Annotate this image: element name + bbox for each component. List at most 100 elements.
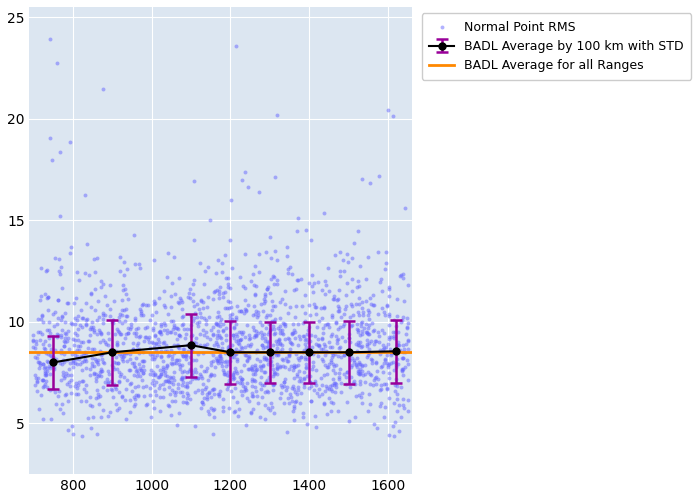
Normal Point RMS <box>230 350 241 358</box>
Normal Point RMS <box>115 253 126 261</box>
Normal Point RMS <box>169 368 180 376</box>
Normal Point RMS <box>288 404 300 412</box>
Normal Point RMS <box>320 342 331 349</box>
Normal Point RMS <box>154 381 165 389</box>
Normal Point RMS <box>169 397 180 405</box>
Normal Point RMS <box>305 330 316 338</box>
Normal Point RMS <box>374 350 385 358</box>
Normal Point RMS <box>197 326 209 334</box>
Normal Point RMS <box>293 341 304 349</box>
Normal Point RMS <box>188 290 199 298</box>
Normal Point RMS <box>251 328 262 336</box>
Normal Point RMS <box>276 342 288 349</box>
Normal Point RMS <box>104 282 116 290</box>
Normal Point RMS <box>125 408 136 416</box>
Normal Point RMS <box>89 285 100 293</box>
Normal Point RMS <box>315 374 326 382</box>
Normal Point RMS <box>158 365 169 373</box>
Normal Point RMS <box>112 324 123 332</box>
Normal Point RMS <box>203 314 214 322</box>
Normal Point RMS <box>148 343 160 351</box>
Normal Point RMS <box>353 228 364 235</box>
Normal Point RMS <box>389 334 400 342</box>
Normal Point RMS <box>246 277 257 285</box>
Normal Point RMS <box>113 376 124 384</box>
Normal Point RMS <box>155 370 167 378</box>
Normal Point RMS <box>177 352 188 360</box>
Normal Point RMS <box>205 326 216 334</box>
Normal Point RMS <box>265 358 276 366</box>
Normal Point RMS <box>389 418 400 426</box>
Normal Point RMS <box>394 272 405 280</box>
Normal Point RMS <box>300 317 311 325</box>
Normal Point RMS <box>105 376 116 384</box>
Normal Point RMS <box>85 331 96 339</box>
Normal Point RMS <box>262 386 273 394</box>
Normal Point RMS <box>265 356 276 364</box>
Normal Point RMS <box>230 337 241 345</box>
Normal Point RMS <box>232 369 243 377</box>
Normal Point RMS <box>243 365 254 373</box>
Normal Point RMS <box>97 358 108 366</box>
Normal Point RMS <box>364 400 375 407</box>
Normal Point RMS <box>117 394 128 402</box>
Normal Point RMS <box>63 397 74 405</box>
Normal Point RMS <box>355 392 366 400</box>
Normal Point RMS <box>346 364 357 372</box>
Normal Point RMS <box>274 326 286 334</box>
Normal Point RMS <box>222 372 233 380</box>
Normal Point RMS <box>84 372 95 380</box>
Normal Point RMS <box>138 366 149 374</box>
Normal Point RMS <box>387 348 398 356</box>
Normal Point RMS <box>37 382 48 390</box>
Normal Point RMS <box>369 420 380 428</box>
Normal Point RMS <box>323 286 335 294</box>
Normal Point RMS <box>160 377 172 385</box>
Normal Point RMS <box>192 386 203 394</box>
Normal Point RMS <box>383 310 394 318</box>
Normal Point RMS <box>326 385 337 393</box>
Normal Point RMS <box>231 378 242 386</box>
Normal Point RMS <box>99 338 111 345</box>
Normal Point RMS <box>62 370 73 378</box>
Normal Point RMS <box>368 327 379 335</box>
Normal Point RMS <box>241 394 253 402</box>
Normal Point RMS <box>286 398 297 406</box>
Normal Point RMS <box>265 349 276 357</box>
Normal Point RMS <box>347 354 358 362</box>
Normal Point RMS <box>250 331 261 339</box>
Normal Point RMS <box>354 370 365 378</box>
Normal Point RMS <box>273 335 284 343</box>
Normal Point RMS <box>190 374 201 382</box>
Normal Point RMS <box>341 279 352 287</box>
Normal Point RMS <box>77 338 88 346</box>
Normal Point RMS <box>232 336 244 344</box>
Normal Point RMS <box>384 430 395 438</box>
Normal Point RMS <box>279 376 290 384</box>
Normal Point RMS <box>309 279 320 287</box>
Normal Point RMS <box>229 324 240 332</box>
Normal Point RMS <box>215 354 226 362</box>
Normal Point RMS <box>333 304 344 312</box>
Normal Point RMS <box>354 370 365 378</box>
Normal Point RMS <box>353 341 364 349</box>
Normal Point RMS <box>64 250 76 258</box>
Normal Point RMS <box>207 350 218 358</box>
Normal Point RMS <box>373 332 384 340</box>
Normal Point RMS <box>313 317 324 325</box>
Normal Point RMS <box>316 345 327 353</box>
Normal Point RMS <box>240 306 251 314</box>
Normal Point RMS <box>55 212 66 220</box>
Normal Point RMS <box>148 404 160 412</box>
Normal Point RMS <box>32 315 43 323</box>
Normal Point RMS <box>397 348 408 356</box>
Normal Point RMS <box>351 300 362 308</box>
Normal Point RMS <box>33 328 44 336</box>
Normal Point RMS <box>250 332 261 340</box>
Normal Point RMS <box>112 406 123 414</box>
Normal Point RMS <box>153 374 164 382</box>
Normal Point RMS <box>173 410 184 418</box>
Normal Point RMS <box>335 248 346 256</box>
Normal Point RMS <box>147 371 158 379</box>
Normal Point RMS <box>327 351 338 359</box>
